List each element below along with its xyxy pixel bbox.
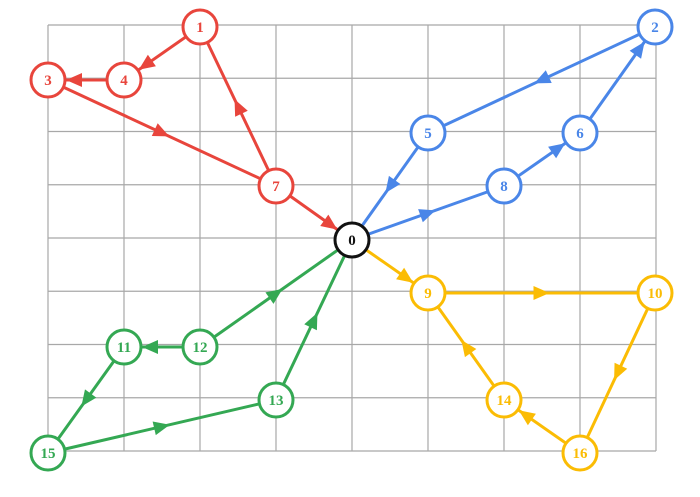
node-2: 2: [636, 8, 674, 46]
edge-13-to-0-arrowhead: [304, 312, 318, 331]
edge-12-to-0-arrowhead: [265, 288, 283, 304]
node-8: 8: [485, 167, 523, 205]
edge-4-to-3-arrowhead: [66, 73, 82, 87]
node-6-circle: [561, 114, 599, 152]
node-4-circle: [105, 61, 143, 99]
edge-5-to-0-arrowhead: [385, 175, 401, 194]
edge-10-to-16-arrowhead: [614, 362, 628, 381]
node-8-label: 8: [500, 179, 508, 195]
node-9-circle: [409, 274, 447, 312]
edge-7-to-1-arrowhead: [234, 99, 248, 117]
node-1: 1: [181, 8, 219, 46]
node-6-label: 6: [576, 126, 584, 142]
node-5-circle: [409, 114, 447, 152]
node-13-circle: [257, 381, 295, 419]
node-7: 7: [257, 167, 295, 205]
edge-15-to-13-arrowhead: [152, 421, 170, 436]
edge-6-to-2-arrowhead: [629, 41, 645, 59]
edge-11-to-15-arrowhead: [81, 389, 97, 407]
node-0-circle: [333, 221, 371, 259]
node-13-label: 13: [269, 393, 284, 409]
node-10-label: 10: [648, 286, 663, 302]
node-14-circle: [485, 381, 523, 419]
edge-2-to-5-arrowhead: [534, 70, 552, 84]
edge-1-to-4-arrowhead: [138, 54, 156, 70]
edge-7-to-0-arrowhead: [320, 214, 338, 230]
node-1-circle: [181, 8, 219, 46]
node-9: 9: [409, 274, 447, 312]
node-9-label: 9: [424, 286, 432, 302]
node-11-circle: [105, 328, 143, 366]
edge-14-to-9-arrowhead: [461, 339, 477, 358]
edge-9-to-10-arrowhead: [533, 286, 550, 300]
edge-12-to-11-arrowhead: [142, 340, 158, 354]
node-12-label: 12: [193, 340, 208, 356]
node-2-label: 2: [651, 20, 659, 36]
node-5: 5: [409, 114, 447, 152]
edge-3-to-7-arrowhead: [151, 123, 170, 137]
node-11-label: 11: [117, 340, 131, 356]
node-10-circle: [636, 274, 674, 312]
node-16-label: 16: [573, 446, 589, 462]
node-15-circle: [29, 434, 67, 472]
node-3: 3: [29, 61, 67, 99]
node-7-circle: [257, 167, 295, 205]
node-11: 11: [105, 328, 143, 366]
node-4: 4: [105, 61, 143, 99]
node-3-label: 3: [44, 73, 52, 89]
node-15: 15: [29, 434, 67, 472]
edge-8-to-6-arrowhead: [548, 143, 566, 159]
node-10: 10: [636, 274, 674, 312]
node-14: 14: [485, 381, 523, 419]
node-15-label: 15: [41, 446, 56, 462]
node-0-label: 0: [348, 233, 356, 249]
node-16-circle: [561, 434, 599, 472]
node-5-label: 5: [424, 126, 432, 142]
node-1-label: 1: [196, 20, 204, 36]
node-3-circle: [29, 61, 67, 99]
node-0: 0: [333, 221, 371, 259]
node-12: 12: [181, 328, 219, 366]
node-14-label: 14: [497, 393, 513, 409]
node-13: 13: [257, 381, 295, 419]
edge-16-to-14-arrowhead: [518, 410, 536, 426]
edge-0-to-8-arrowhead: [418, 209, 436, 223]
node-8-circle: [485, 167, 523, 205]
edge-0-to-9-arrowhead: [396, 267, 414, 283]
node-7-label: 7: [272, 179, 280, 195]
node-6: 6: [561, 114, 599, 152]
node-12-circle: [181, 328, 219, 366]
node-2-circle: [636, 8, 674, 46]
node-16: 16: [561, 434, 599, 472]
node-4-label: 4: [120, 73, 128, 89]
